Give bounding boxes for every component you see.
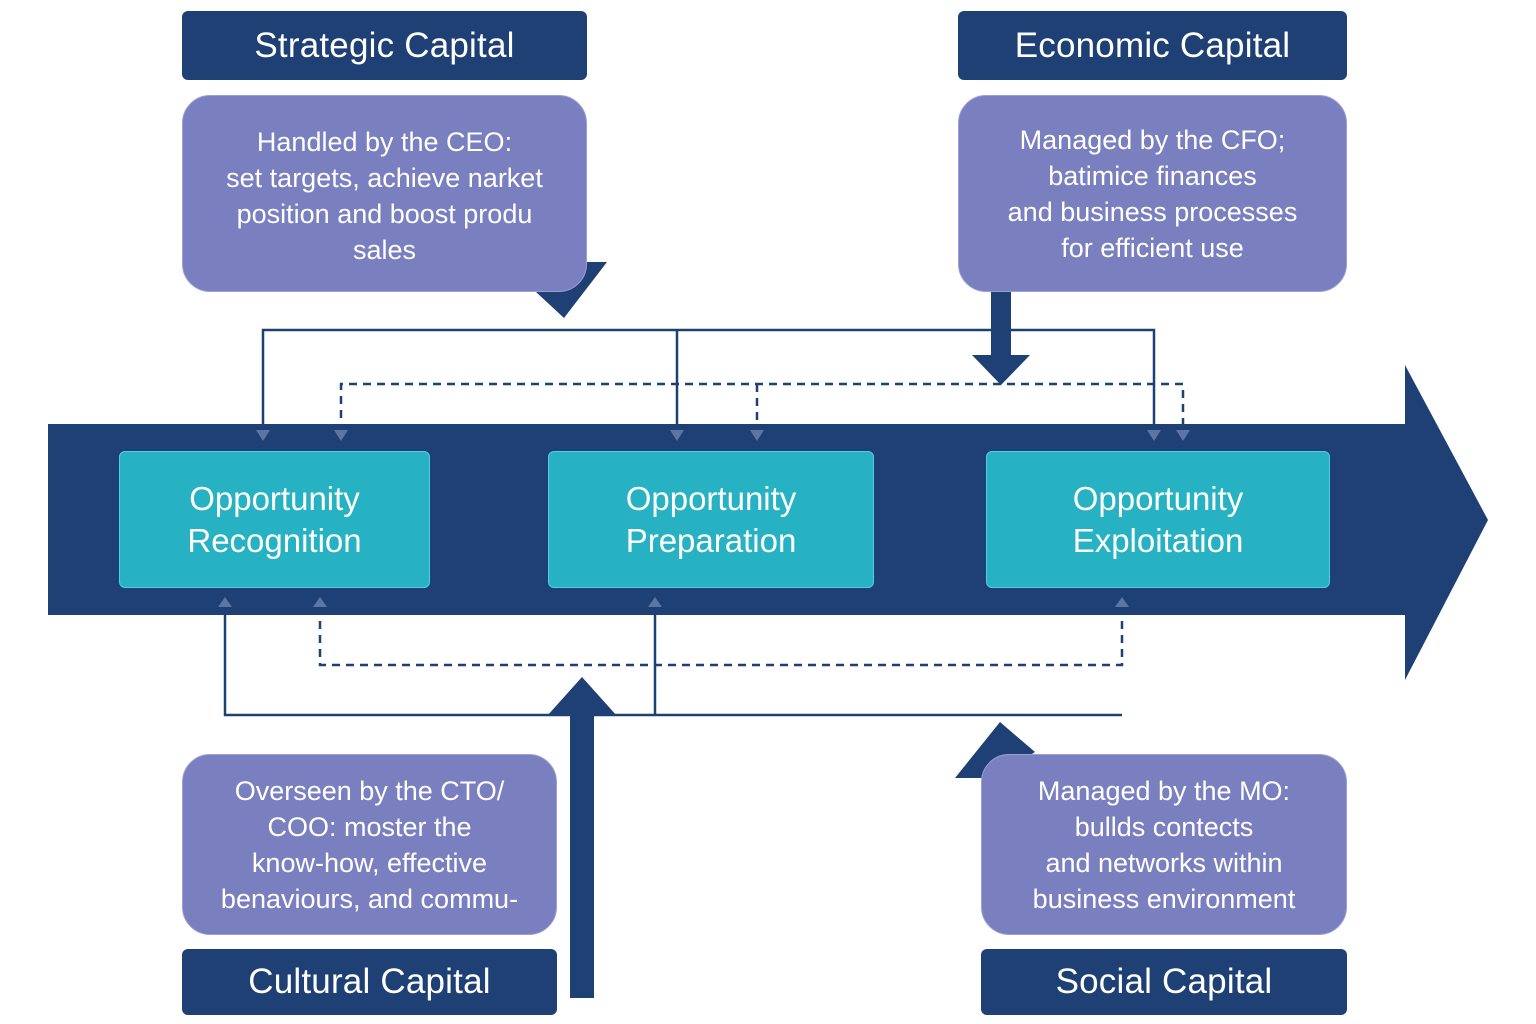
cultural-up-arrow	[547, 677, 617, 998]
strategic-desc-line-2: set targets, achieve narket	[226, 162, 543, 193]
economic-desc-line-4: for efficient use	[1061, 232, 1244, 263]
top-dashed-connectors	[339, 382, 1185, 432]
economic-capital-description: Managed by the CFO; batimice finances an…	[958, 95, 1347, 292]
top-solid-connectors	[261, 328, 1156, 432]
stage-1-line-1: Opportunity	[189, 479, 360, 517]
cultural-desc-line-1: Overseen by the CTO/	[234, 775, 505, 806]
social-capital-title: Social Capital	[981, 949, 1347, 1015]
strategic-capital-title: Strategic Capital	[182, 11, 587, 80]
social-desc-line-2: bullds contects	[1074, 811, 1254, 842]
cultural-desc-line-2: COO: moster the	[267, 811, 472, 842]
top-arrowheads	[256, 430, 1190, 441]
strategic-desc-line-3: position and boost produ	[236, 198, 533, 229]
stage-opportunity-exploitation: Opportunity Exploitation	[986, 451, 1330, 588]
social-desc-line-4: business environment	[1032, 883, 1296, 914]
cultural-desc-line-3: know-how, effective	[251, 847, 488, 878]
cultural-capital-title: Cultural Capital	[182, 949, 557, 1015]
strategic-desc-line-1: Handled by the CEO:	[256, 126, 513, 157]
stage-1-line-2: Recognition	[187, 521, 362, 559]
economic-capital-title: Economic Capital	[958, 11, 1347, 80]
bottom-solid-connectors	[223, 607, 1122, 717]
stage-opportunity-recognition: Opportunity Recognition	[119, 451, 430, 588]
stage-opportunity-preparation: Opportunity Preparation	[548, 451, 874, 588]
social-desc-line-3: and networks within	[1045, 847, 1283, 878]
strategic-capital-description: Handled by the CEO: set targets, achieve…	[182, 95, 587, 292]
economic-desc-line-2: batimice finances	[1048, 160, 1257, 191]
cultural-capital-description: Overseen by the CTO/ COO: moster the kno…	[182, 754, 557, 935]
strategic-pointer-arrow	[536, 262, 607, 318]
economic-desc-line-1: Managed by the CFO;	[1019, 124, 1286, 155]
stage-3-line-1: Opportunity	[1072, 479, 1244, 517]
social-capital-description: Managed by the MO: bullds contects and n…	[981, 754, 1347, 935]
cultural-desc-line-4: benaviours, and commu-	[220, 883, 519, 914]
social-desc-line-1: Managed by the MO:	[1037, 775, 1291, 806]
stage-2-line-1: Opportunity	[625, 479, 797, 517]
stage-2-line-2: Preparation	[625, 521, 797, 559]
economic-down-arrow	[972, 292, 1030, 385]
economic-desc-line-3: and business processes	[1007, 196, 1298, 227]
bottom-arrowheads	[218, 597, 1129, 607]
strategic-desc-line-4: sales	[352, 234, 417, 265]
stage-3-line-2: Exploitation	[1072, 521, 1244, 559]
bottom-dashed-connectors	[318, 607, 1124, 667]
